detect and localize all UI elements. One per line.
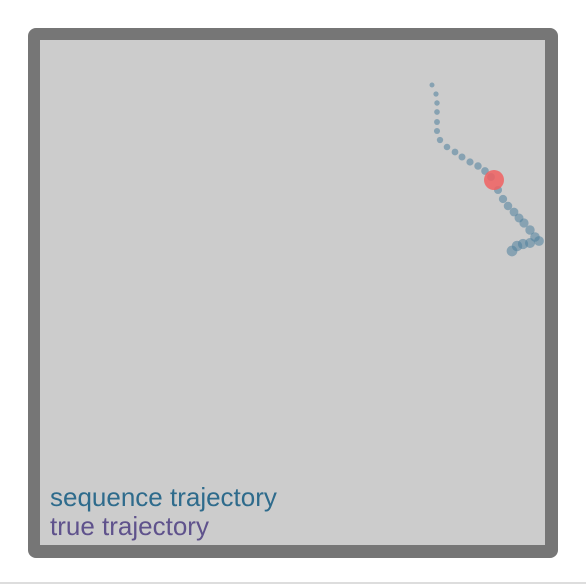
trajectory-dot: [509, 207, 519, 217]
trajectory-dot: [466, 158, 474, 166]
trajectory-dot: [434, 100, 440, 106]
trajectory-dot: [434, 109, 440, 115]
trajectory-dot: [506, 245, 518, 257]
trajectory-dot: [433, 127, 441, 135]
arena: [40, 40, 545, 545]
legend-sequence: sequence trajectory: [50, 482, 277, 512]
trajectory-dot: [519, 218, 529, 228]
trajectory-dot: [436, 136, 444, 144]
agent: [484, 170, 504, 190]
trajectory-dot: [434, 119, 440, 125]
legend-true: true trajectory: [50, 511, 209, 541]
trajectory-dot: [481, 167, 489, 175]
trajectory-dot: [433, 91, 439, 97]
trajectory-dot: [503, 201, 513, 211]
trajectory-dot: [498, 194, 508, 204]
trajectory-dot: [525, 225, 535, 235]
trajectory-dot: [458, 153, 466, 161]
trajectory-dot: [451, 148, 459, 156]
trajectory-dot: [474, 162, 482, 170]
trajectory-dot: [443, 143, 451, 151]
trajectory-dot: [429, 82, 435, 88]
trajectory-dot: [534, 236, 544, 246]
